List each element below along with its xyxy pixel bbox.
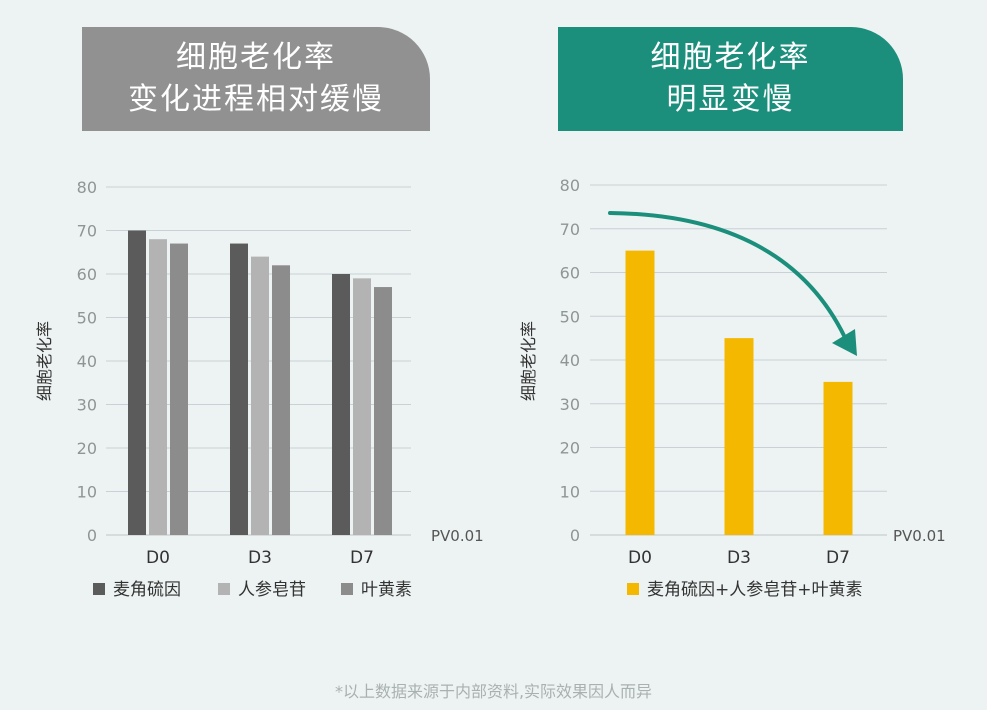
left-bar-d0-3 xyxy=(170,243,188,536)
left-pv-annotation: PV0.01 xyxy=(431,527,484,545)
left-banner-line-2: 变化进程相对缓慢 xyxy=(128,82,384,117)
right-bar-d3-1 xyxy=(724,338,754,535)
right-bar-d7-1 xyxy=(823,381,853,535)
left-y-tick-label: 10 xyxy=(77,483,97,502)
right-x-tick-label: D0 xyxy=(628,548,652,568)
right-x-tick-label: D3 xyxy=(727,548,751,568)
left-banner-line-1: 细胞老化率 xyxy=(176,40,336,75)
trend-arrow-head xyxy=(832,329,857,356)
right-chart: 0 10 20 30 40 50 60 70 80 细胞老化率 PV0.01 D0 D3 D7 麦角硫因+人… xyxy=(519,176,946,600)
right-legend-swatch xyxy=(627,583,639,595)
left-y-tick-label: 80 xyxy=(77,178,97,197)
right-y-tick-label: 60 xyxy=(560,264,580,283)
left-legend-label: 叶黄素 xyxy=(361,580,412,600)
left-chart: 0 10 20 30 40 50 60 70 80 细胞老化率 PV0.01 D0 D3 D7 麦角硫因 人参… xyxy=(35,178,484,600)
left-legend-swatch xyxy=(218,583,230,595)
left-bar-d7-2 xyxy=(353,278,371,535)
footnote: *以上数据来源于内部资料,实际效果因人而异 xyxy=(334,682,653,701)
right-y-axis-label: 细胞老化率 xyxy=(519,321,538,401)
left-y-tick-label: 40 xyxy=(77,352,97,371)
left-bar-d7-1 xyxy=(332,274,350,535)
right-y-tick-label: 20 xyxy=(560,439,580,458)
left-y-tick-label: 60 xyxy=(77,265,97,284)
trend-arrow xyxy=(608,211,850,346)
right-y-tick-label: 40 xyxy=(560,351,580,370)
left-bar-d0-1 xyxy=(128,230,146,535)
left-y-tick-label: 0 xyxy=(87,526,97,545)
right-bar-d0-1 xyxy=(625,250,655,535)
left-x-tick-label: D3 xyxy=(248,548,272,568)
left-legend-swatch xyxy=(93,583,105,595)
left-bar-d3-1 xyxy=(230,243,248,536)
right-y-tick-label: 80 xyxy=(560,176,580,195)
right-y-tick-label: 0 xyxy=(570,526,580,545)
left-banner: 细胞老化率 变化进程相对缓慢 xyxy=(82,27,430,131)
left-x-tick-label: D7 xyxy=(350,548,374,568)
left-bar-d3-2 xyxy=(251,256,269,535)
right-banner-line-2: 明显变慢 xyxy=(666,82,795,117)
left-bar-d0-2 xyxy=(149,239,167,535)
left-bar-d3-3 xyxy=(272,265,290,535)
right-y-tick-label: 30 xyxy=(560,395,580,414)
left-bar-d7-3 xyxy=(374,287,392,535)
right-y-tick-label: 70 xyxy=(560,220,580,239)
left-y-tick-label: 30 xyxy=(77,396,97,415)
left-legend-swatch xyxy=(341,583,353,595)
left-legend-label: 人参皂苷 xyxy=(238,580,306,600)
right-legend-label: 麦角硫因+人参皂苷+叶黄素 xyxy=(647,580,863,600)
left-y-axis-label: 细胞老化率 xyxy=(35,321,54,401)
right-banner: 细胞老化率 明显变慢 xyxy=(558,27,903,131)
right-y-tick-label: 10 xyxy=(560,482,580,501)
right-pv-annotation: PV0.01 xyxy=(893,527,946,545)
right-y-tick-label: 50 xyxy=(560,307,580,326)
right-banner-line-1: 细胞老化率 xyxy=(650,40,811,75)
left-x-tick-label: D0 xyxy=(146,548,170,568)
left-y-tick-label: 50 xyxy=(77,309,97,328)
left-y-tick-label: 70 xyxy=(77,222,97,241)
left-legend-label: 麦角硫因 xyxy=(113,580,181,600)
left-y-tick-label: 20 xyxy=(77,439,97,458)
right-x-tick-label: D7 xyxy=(826,548,850,568)
